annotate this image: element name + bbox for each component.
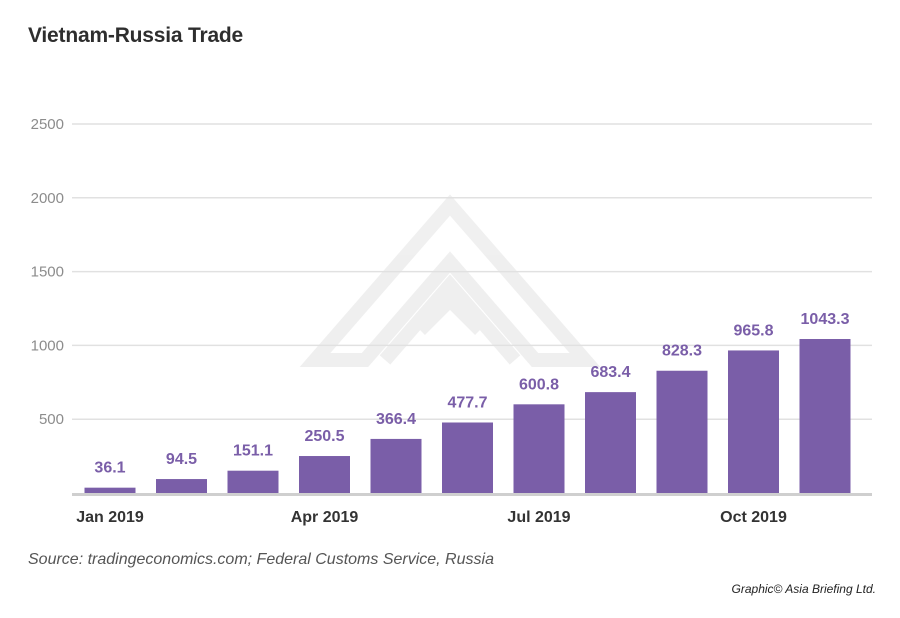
bar	[728, 350, 779, 493]
bar	[370, 438, 422, 493]
bar	[442, 422, 493, 493]
bar	[299, 456, 350, 493]
x-tick-label: Jan 2019	[76, 509, 144, 526]
bars	[84, 339, 851, 493]
data-label: 477.7	[447, 394, 487, 411]
x-axis-ticks: Jan 2019 Apr 2019 Jul 2019 Oct 2019	[76, 509, 787, 526]
y-tick-label: 1500	[31, 264, 64, 281]
y-tick-label: 2500	[31, 116, 64, 133]
data-label: 151.1	[233, 443, 273, 460]
data-label: 36.1	[94, 460, 125, 477]
source-note: Source: tradingeconomics.com; Federal Cu…	[28, 551, 494, 568]
bar	[656, 370, 708, 493]
data-label: 828.3	[662, 343, 702, 360]
bar	[84, 487, 136, 493]
bar	[513, 404, 565, 493]
y-tick-label: 2000	[31, 190, 64, 207]
y-tick-label: 1000	[31, 337, 64, 354]
chart-title: Vietnam-Russia Trade	[28, 24, 244, 47]
x-tick-label: Jul 2019	[507, 509, 570, 526]
data-label: 683.4	[590, 364, 630, 381]
y-tick-label: 500	[39, 411, 64, 428]
bar	[585, 392, 636, 493]
watermark-logo	[299, 194, 601, 367]
data-label: 965.8	[733, 322, 773, 339]
data-labels: 36.1 94.5 151.1 250.5 366.4 477.7 600.8 683.4 82…	[94, 311, 849, 477]
bar	[156, 479, 207, 493]
bar	[227, 470, 279, 493]
x-tick-label: Apr 2019	[291, 509, 359, 526]
data-label: 94.5	[166, 451, 197, 468]
bar	[799, 339, 851, 493]
x-tick-label: Oct 2019	[720, 509, 787, 526]
y-axis-ticks: 500 1000 1500 2000 2500	[31, 116, 64, 428]
data-label: 600.8	[519, 376, 559, 393]
data-label: 366.4	[376, 411, 416, 428]
data-label: 250.5	[304, 428, 344, 445]
data-label: 1043.3	[801, 311, 850, 328]
graphic-credit: Graphic© Asia Briefing Ltd.	[731, 582, 876, 596]
